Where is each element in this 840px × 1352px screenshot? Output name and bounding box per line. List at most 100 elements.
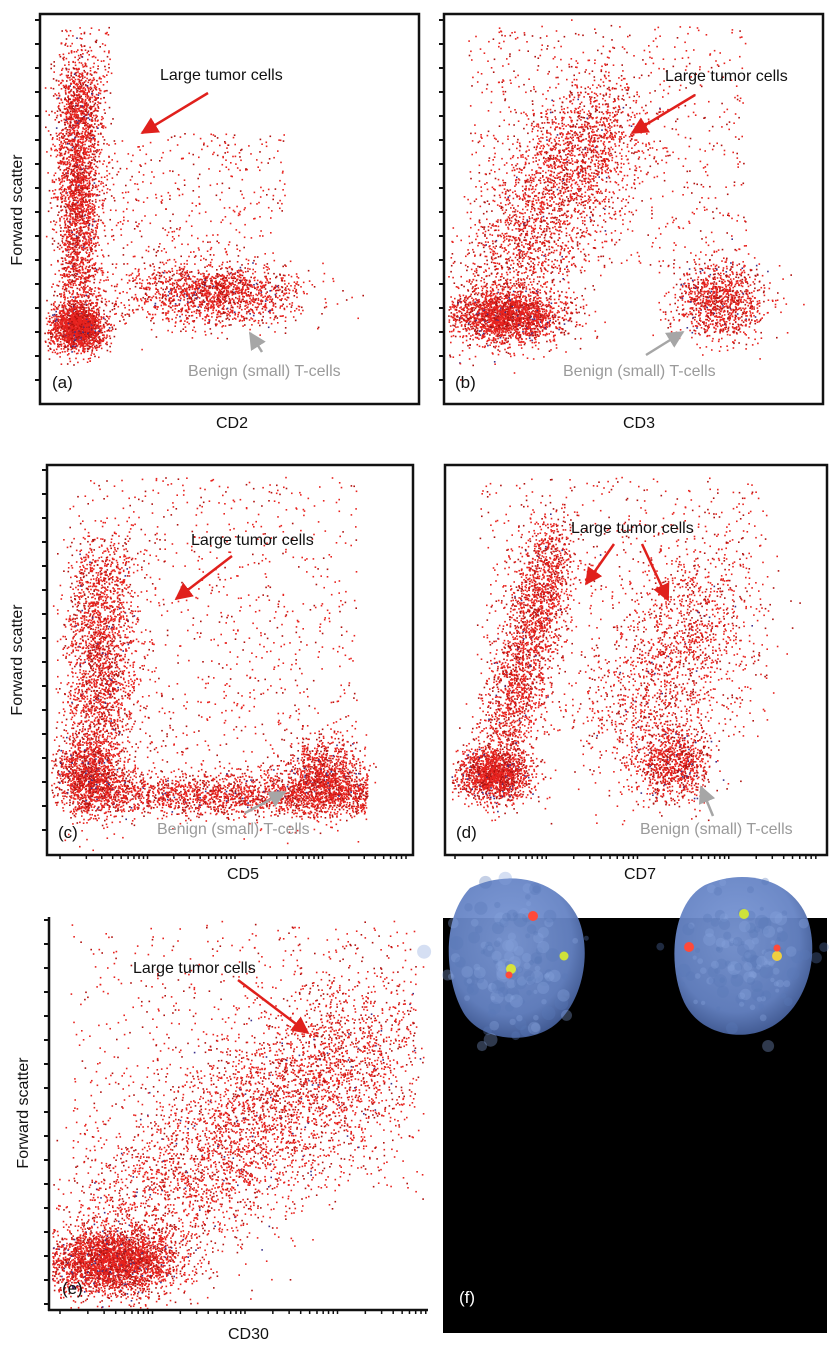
event-dot — [77, 116, 80, 118]
event-dot — [82, 138, 84, 141]
event-dot — [77, 185, 79, 187]
event-dot — [82, 116, 85, 119]
event-dot — [92, 252, 94, 255]
event-dot — [61, 197, 64, 200]
event-dot — [76, 300, 78, 302]
event-dot — [93, 278, 96, 281]
event-dot — [303, 292, 305, 295]
event-dot — [91, 244, 93, 247]
event-dot — [70, 168, 72, 171]
event-dot — [75, 357, 77, 360]
event-dot — [96, 271, 99, 274]
event-dot — [98, 194, 101, 196]
event-dot — [72, 265, 75, 268]
event-dot — [83, 222, 86, 225]
event-dot — [75, 284, 77, 286]
event-dot — [57, 242, 60, 245]
event-dot — [98, 215, 100, 218]
event-dot — [68, 273, 70, 276]
event-dot — [80, 95, 82, 97]
event-dot — [73, 313, 76, 316]
event-dot — [51, 351, 54, 354]
event-dot — [67, 332, 69, 335]
event-dot — [92, 185, 95, 188]
event-dot — [86, 246, 89, 249]
event-dot — [73, 249, 75, 251]
event-dot — [83, 32, 86, 35]
event-dot — [68, 342, 70, 344]
event-dot — [80, 138, 83, 140]
event-dot — [156, 282, 158, 285]
event-dot — [63, 320, 65, 323]
event-dot — [106, 55, 109, 58]
event-dot — [59, 293, 61, 295]
event-dot — [86, 300, 89, 302]
event-dot — [88, 79, 90, 81]
event-dot — [82, 66, 84, 68]
event-dot — [92, 212, 94, 214]
event-dot — [63, 322, 66, 324]
event-dot — [71, 169, 74, 172]
event-dot — [85, 204, 88, 207]
event-dot — [72, 305, 75, 308]
event-dot — [65, 239, 67, 242]
event-dot — [77, 131, 79, 134]
event-dot — [76, 332, 78, 335]
event-dot — [97, 65, 99, 67]
event-dot — [86, 187, 88, 190]
event-dot — [106, 191, 108, 194]
event-dot — [67, 152, 70, 154]
event-dot — [83, 122, 85, 124]
event-dot — [101, 340, 104, 343]
event-dot — [92, 274, 94, 277]
event-dot — [71, 319, 74, 321]
event-dot — [93, 209, 95, 211]
event-dot — [63, 302, 65, 305]
event-dot — [66, 45, 69, 47]
event-dot — [62, 307, 65, 309]
event-dot — [76, 278, 78, 280]
plot-frame — [38, 12, 421, 406]
event-dot — [79, 120, 82, 122]
event-dot — [90, 320, 93, 322]
event-dot — [88, 204, 90, 207]
event-dot — [88, 324, 90, 326]
event-dot — [80, 335, 82, 337]
event-dot — [59, 183, 61, 185]
event-dot — [91, 143, 94, 146]
event-dot — [57, 167, 60, 169]
event-dot — [91, 293, 93, 295]
event-dot — [63, 296, 65, 299]
event-dot — [97, 110, 99, 112]
event-dot — [79, 136, 82, 138]
event-dot — [82, 300, 85, 302]
event-dot — [71, 207, 73, 209]
event-dot — [84, 140, 87, 143]
event-dot — [64, 90, 67, 92]
event-dot — [61, 237, 64, 240]
event-dot — [80, 54, 82, 56]
event-dot — [82, 143, 84, 146]
event-dot — [62, 285, 64, 288]
event-dot — [88, 224, 91, 226]
event-dot — [72, 128, 74, 130]
event-dot — [76, 133, 78, 135]
event-dot — [68, 104, 71, 107]
event-dot — [81, 176, 83, 178]
event-dot — [94, 56, 97, 59]
event-dot — [94, 355, 96, 358]
event-dot — [72, 250, 75, 253]
event-dot — [70, 216, 72, 218]
event-dot — [98, 315, 100, 317]
event-dot — [70, 325, 73, 328]
event-dot — [72, 180, 75, 182]
event-dot — [64, 223, 67, 226]
event-dot — [357, 317, 359, 320]
event-dot — [65, 318, 67, 320]
event-dot — [85, 337, 88, 340]
event-dot — [80, 79, 83, 81]
event-dot — [72, 291, 75, 293]
event-dot — [67, 326, 70, 329]
event-dot — [85, 103, 87, 106]
event-dot — [64, 138, 67, 140]
